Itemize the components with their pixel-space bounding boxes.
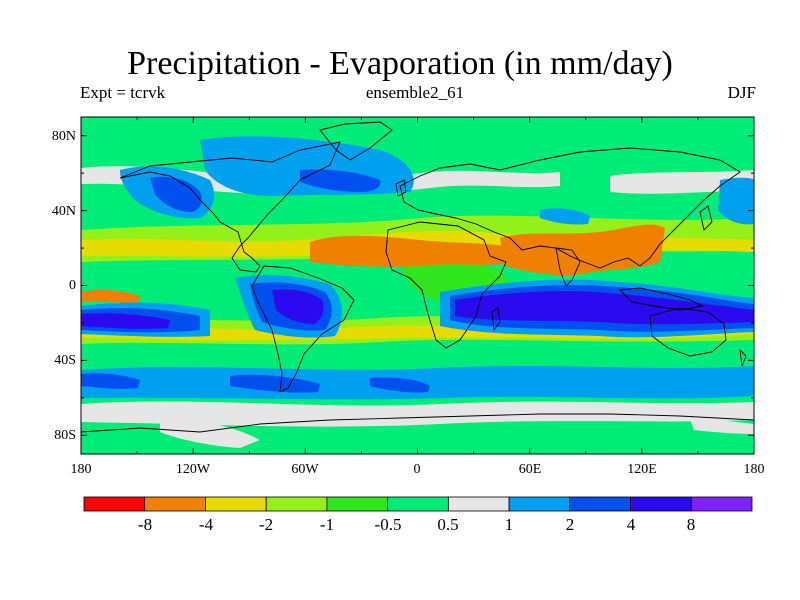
field-south-dark-blue-2 (370, 377, 430, 393)
colorbar-swatch (326, 496, 389, 512)
colorbar-swatch (387, 496, 449, 512)
field-antarctic-gray-2 (690, 419, 754, 434)
colorbar-label-m4: -4 (198, 515, 214, 534)
field-south-dark-blue-3 (81, 373, 140, 389)
coast-new-zealand (739, 348, 747, 367)
field-central-asia-light (540, 208, 590, 225)
lon-label-180w: 180 (70, 462, 92, 477)
field-antarctic-gray (160, 419, 260, 448)
colorbar-label-m2: -2 (258, 515, 274, 534)
colorbar-label-m8: -8 (137, 515, 153, 534)
field-west-sahara-yellow (81, 289, 140, 303)
lat-label-0: 0 (69, 278, 76, 293)
colorbar-swatch (508, 496, 571, 512)
coastlines (80, 121, 755, 433)
colorbar-label-p4: 4 (626, 515, 636, 534)
season-label: DJF (727, 83, 756, 102)
field-amazon-deep (272, 289, 324, 324)
lon-label-120e: 120E (627, 462, 657, 477)
coast-north-america (119, 141, 341, 273)
coast-eurasia (399, 147, 741, 269)
field-sahara (310, 235, 520, 267)
colorbar-swatch (447, 496, 510, 512)
lon-label-0: 0 (413, 462, 421, 477)
lon-label-180e: 180 (743, 462, 765, 477)
coast-india (555, 247, 581, 287)
field-south-dark-blue (230, 374, 320, 393)
coast-greenland (319, 121, 393, 161)
colorbar-swatch (205, 496, 267, 512)
colorbar-label-m05: -0.5 (374, 515, 402, 534)
lon-label-120w: 120W (175, 462, 211, 477)
field-itcz-pacific-deep (81, 313, 170, 329)
colorbar-label-p2: 2 (565, 515, 575, 534)
coast-uk (395, 179, 407, 197)
colorbar-label-p05: 0.5 (437, 515, 459, 534)
colorbar-label-p1: 1 (504, 515, 514, 534)
field-north-pacific-dark (150, 176, 202, 212)
lat-label-40n: 40N (51, 204, 76, 219)
field-south-gray-band (81, 401, 754, 427)
colorbar-label-m1: -1 (319, 515, 335, 534)
coast-madagascar (491, 307, 501, 332)
coast-maritime-continent (619, 287, 704, 311)
field-west-pacific-light (718, 177, 754, 225)
colorbar-swatch (690, 496, 753, 512)
ensemble-label: ensemble2_61 (365, 83, 465, 102)
lon-label-60e: 60E (518, 462, 542, 477)
colorbar-swatch (265, 496, 328, 512)
coast-japan (699, 205, 713, 231)
colorbar-swatch (83, 496, 146, 512)
colorbar-swatch (144, 496, 206, 512)
coast-australia (649, 307, 727, 357)
coast-antarctica (80, 413, 755, 433)
colorbar-swatch (569, 496, 631, 512)
lon-label-60w: 60W (291, 462, 319, 477)
experiment-label: Expt = tcrvk (80, 83, 166, 102)
lat-label-80n: 80N (51, 129, 76, 144)
axis-ticks (80, 117, 755, 454)
colorbar-swatch (630, 496, 692, 512)
coast-south-america (251, 265, 355, 393)
coast-africa (385, 221, 507, 349)
lat-label-80s: 80S (54, 428, 76, 443)
plot-title: Precipitation - Evaporation (in mm/day) (127, 45, 673, 82)
field-itcz-indopac-deep (455, 291, 754, 325)
field-arabia-asia-dry (500, 224, 665, 276)
field-north-atlantic-dark (300, 169, 381, 192)
colorbar-label-p8: 8 (686, 515, 696, 534)
lat-label-40s: 40S (54, 353, 76, 368)
field-layer (81, 117, 754, 454)
